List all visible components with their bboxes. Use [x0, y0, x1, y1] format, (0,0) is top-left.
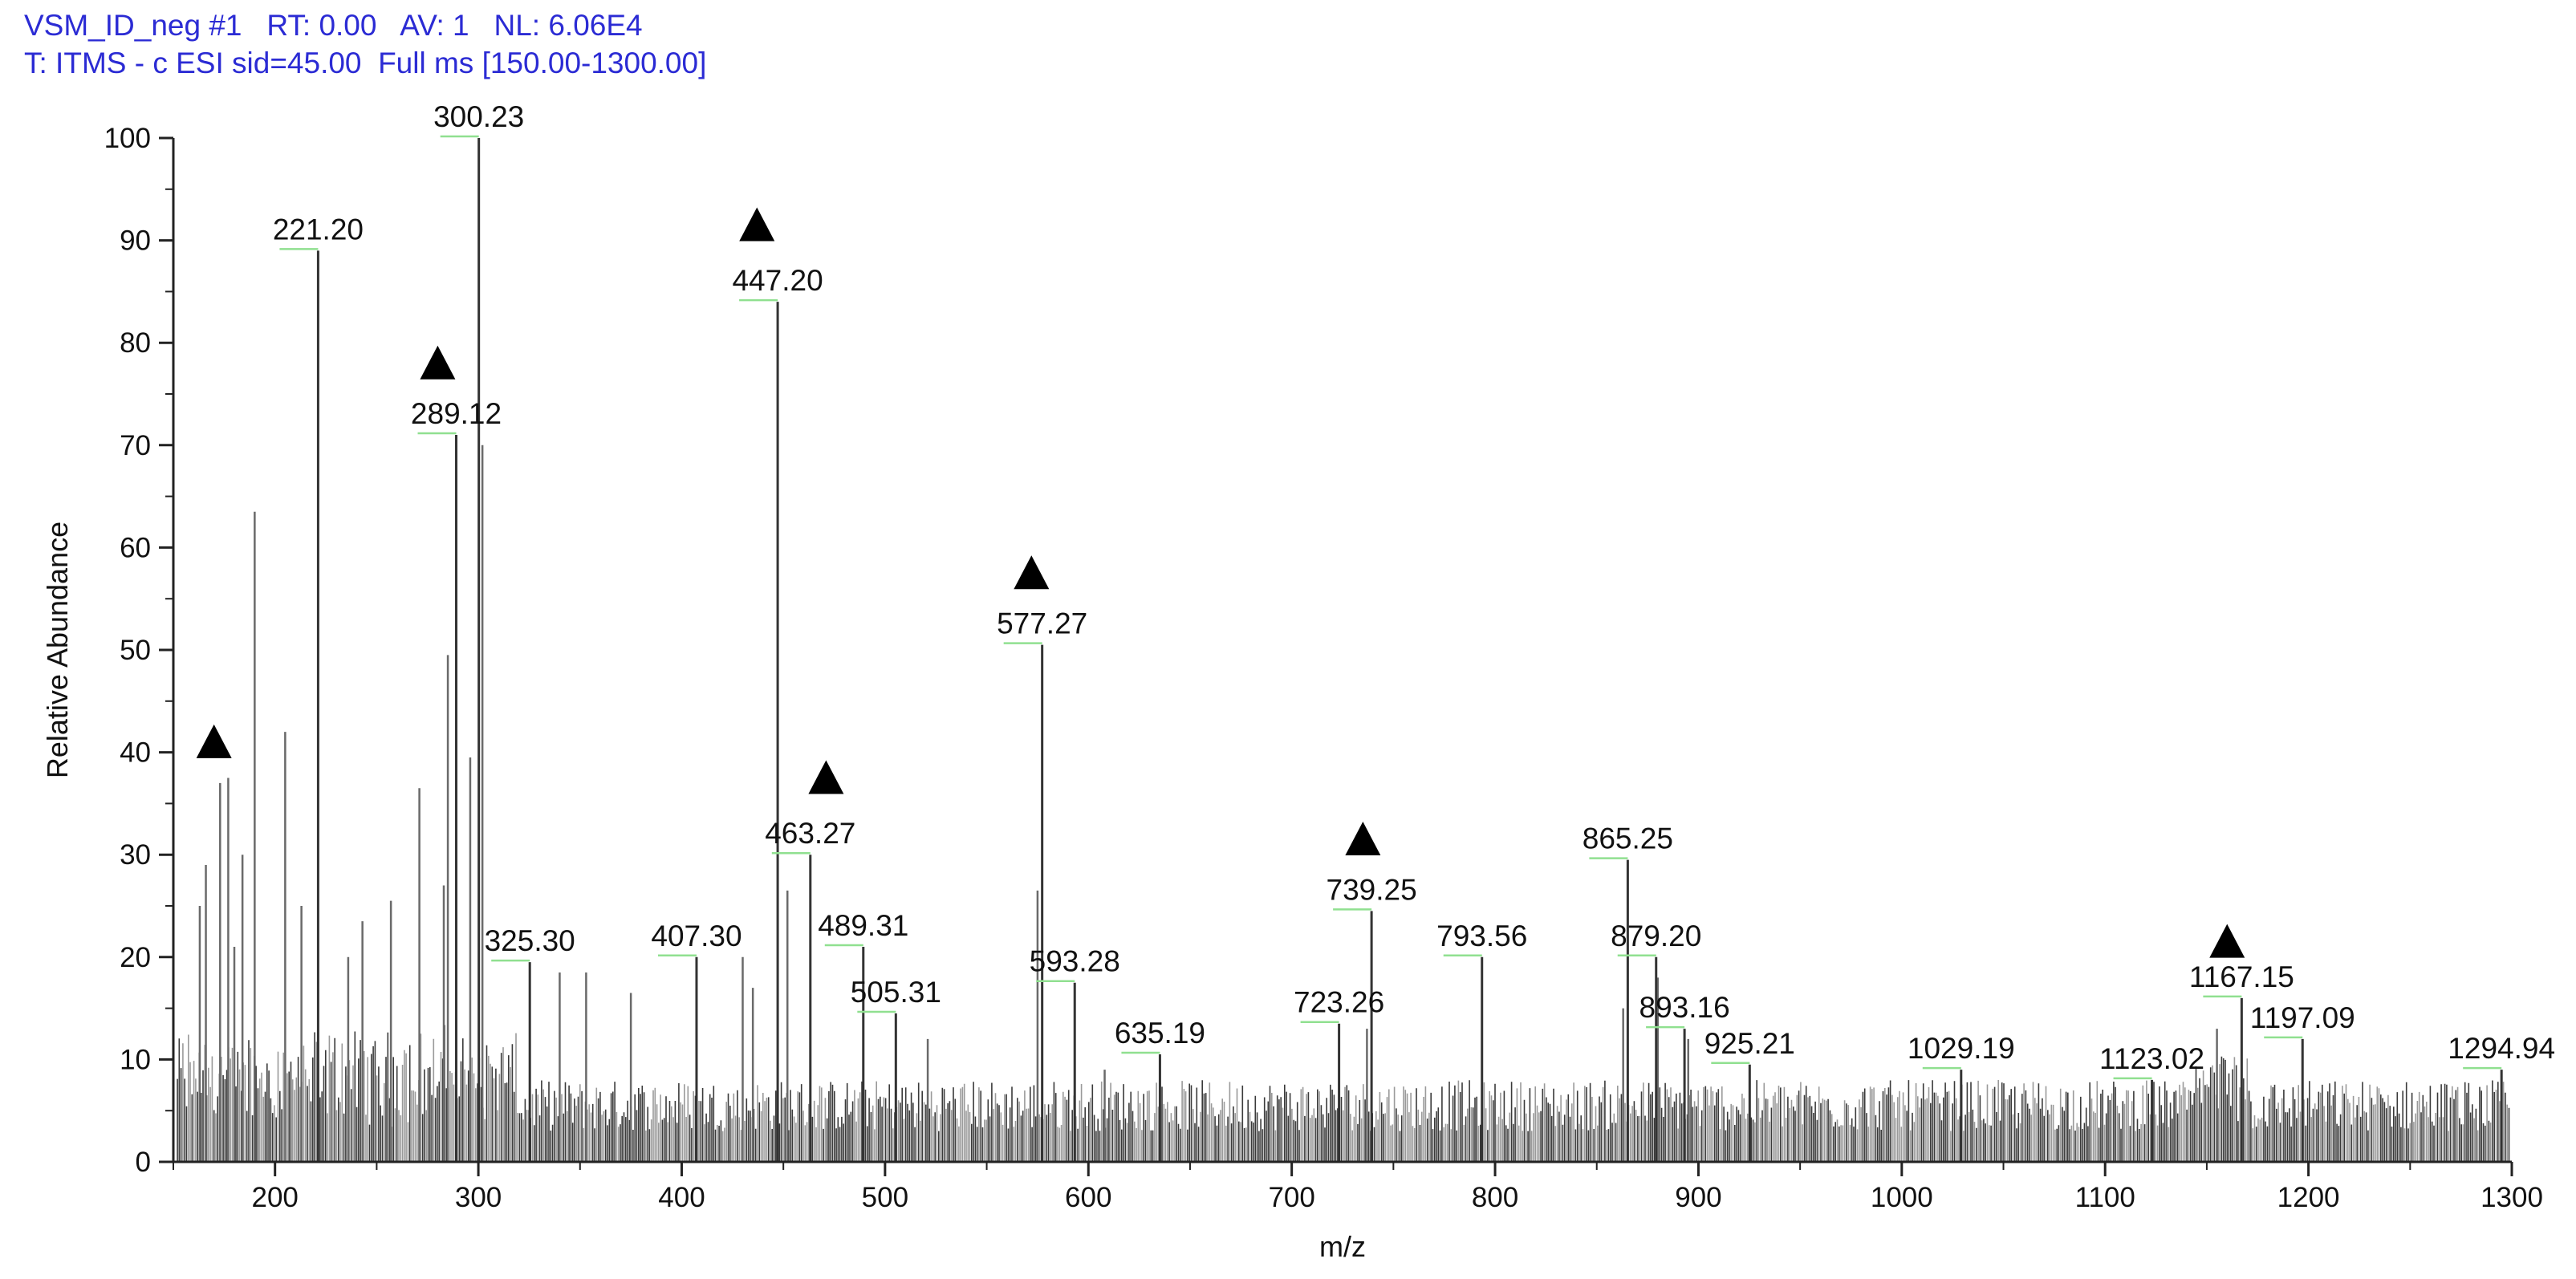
y-tick-label: 80 — [120, 327, 151, 359]
triangle-marker — [1345, 822, 1381, 856]
y-tick-label: 20 — [120, 942, 151, 973]
peak-label: 925.21 — [1704, 1027, 1795, 1060]
header-line-filter: T: ITMS - c ESI sid=45.00 Full ms [150.0… — [24, 47, 707, 79]
peak-label: 1294.94 — [2448, 1032, 2555, 1065]
peak-label: 793.56 — [1436, 920, 1527, 952]
tick-layer: 200 300 400 500 600 700 800 900 1000 1100 1200 1300… — [104, 123, 2543, 1213]
x-tick-label: 1200 — [2277, 1182, 2340, 1213]
marker-layer — [196, 207, 2245, 958]
x-tick-label: 400 — [658, 1182, 705, 1213]
y-tick-label: 50 — [120, 635, 151, 666]
y-axis-title: Relative Abundance — [41, 522, 74, 778]
triangle-marker — [196, 724, 232, 758]
x-tick-label: 1100 — [2075, 1182, 2135, 1213]
peak-label: 879.20 — [1611, 920, 1701, 952]
peak-label: 1167.15 — [2189, 960, 2294, 993]
triangle-marker — [739, 207, 775, 242]
triangle-marker — [808, 760, 844, 794]
peak-label: 325.30 — [485, 924, 575, 957]
y-tick-label: 30 — [120, 839, 151, 871]
y-tick-label: 10 — [120, 1044, 151, 1075]
peak-label: 1197.09 — [2250, 1001, 2355, 1034]
header-line-scan: VSM_ID_neg #1 RT: 0.00 AV: 1 NL: 6.06E4 — [24, 9, 643, 42]
x-tick-label: 200 — [251, 1182, 298, 1213]
y-tick-label: 70 — [120, 430, 151, 461]
baseline-noise — [177, 1025, 2510, 1162]
peak-label: 505.31 — [851, 976, 941, 1009]
y-tick-label: 100 — [104, 123, 151, 154]
peak-label: 1029.19 — [1908, 1032, 2015, 1065]
x-axis-title: m/z — [1319, 1230, 1366, 1263]
y-tick-label: 40 — [120, 737, 151, 769]
peak-label: 407.30 — [651, 920, 742, 952]
triangle-marker — [1014, 555, 1050, 590]
peak-label: 635.19 — [1115, 1017, 1205, 1050]
peak-label: 593.28 — [1030, 945, 1120, 978]
peak-label-layer: 221.20 289.12 300.23 325.30 407.30 447.20 463.… — [273, 100, 2555, 1080]
peak-label: 723.26 — [1294, 986, 1384, 1019]
x-tick-label: 500 — [862, 1182, 908, 1213]
x-tick-label: 600 — [1065, 1182, 1111, 1213]
x-tick-label: 300 — [455, 1182, 502, 1213]
peak-label: 739.25 — [1327, 873, 1417, 906]
y-tick-label: 90 — [120, 225, 151, 257]
noise-dark — [177, 1025, 2510, 1162]
y-tick-label: 0 — [136, 1147, 151, 1178]
triangle-marker — [2209, 924, 2245, 958]
peak-label: 447.20 — [732, 264, 823, 297]
peak-label: 1123.02 — [2099, 1042, 2204, 1075]
y-tick-label: 60 — [120, 532, 151, 563]
x-tick-label: 800 — [1472, 1182, 1518, 1213]
peak-label: 577.27 — [997, 607, 1087, 640]
peak-label: 289.12 — [411, 397, 502, 430]
x-tick-label: 900 — [1675, 1182, 1721, 1213]
noise-light — [182, 1033, 2508, 1162]
peak-label: 300.23 — [433, 100, 524, 133]
peak-label: 893.16 — [1639, 991, 1730, 1024]
peak-label: 463.27 — [765, 817, 855, 850]
peak-layer — [198, 138, 2503, 1162]
triangle-marker — [420, 345, 456, 380]
x-tick-label: 700 — [1268, 1182, 1314, 1213]
peak-label: 221.20 — [273, 213, 364, 246]
spectrum-header: VSM_ID_neg #1 RT: 0.00 AV: 1 NL: 6.06E4 … — [24, 6, 706, 82]
x-tick-label: 1300 — [2481, 1182, 2543, 1213]
x-tick-label: 1000 — [1871, 1182, 1933, 1213]
peak-label: 489.31 — [818, 909, 908, 942]
peak-label: 865.25 — [1583, 822, 1673, 855]
